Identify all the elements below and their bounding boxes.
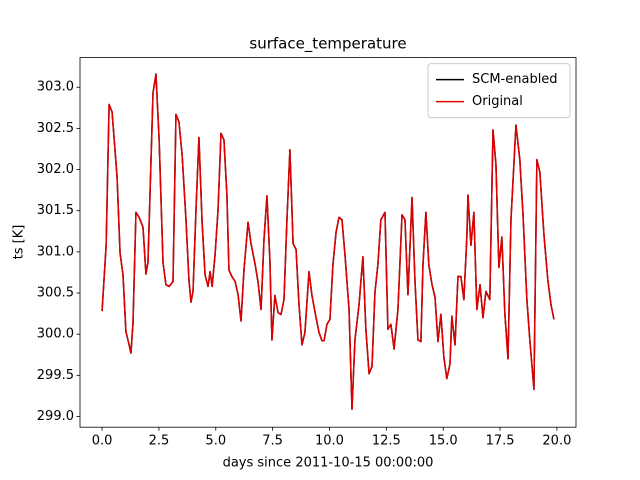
x-tick-label: 7.5 (262, 434, 283, 449)
y-tick-label: 302.0 (37, 162, 74, 177)
series-line (101, 73, 555, 410)
x-tick-label: 10.0 (315, 434, 344, 449)
x-tick-label: 17.5 (486, 434, 515, 449)
x-tick-label: 15.0 (429, 434, 458, 449)
legend-label: SCM-enabled (472, 72, 558, 87)
y-tick-label: 303.0 (37, 80, 74, 95)
y-axis-label: ts [K] (12, 225, 27, 260)
y-tick-label: 299.0 (37, 409, 74, 424)
y-tick-label: 302.5 (37, 121, 74, 136)
x-tick-label: 5.0 (205, 434, 226, 449)
y-tick-label: 301.0 (37, 244, 74, 259)
y-tick-label: 300.5 (37, 286, 74, 301)
y-tick-label: 299.5 (37, 368, 74, 383)
x-axis-label: days since 2011-10-15 00:00:00 (223, 456, 434, 471)
chart-title: surface_temperature (249, 35, 406, 54)
x-tick-label: 0.0 (92, 434, 113, 449)
y-tick-label: 300.0 (37, 327, 74, 342)
series-line (101, 73, 555, 410)
legend-box (427, 63, 571, 119)
plot-frame (79, 57, 577, 428)
x-tick-label: 2.5 (149, 434, 170, 449)
x-tick-label: 20.0 (542, 434, 571, 449)
x-tick-label: 12.5 (372, 434, 401, 449)
y-tick-label: 301.5 (37, 203, 74, 218)
legend-label: Original (472, 94, 523, 109)
